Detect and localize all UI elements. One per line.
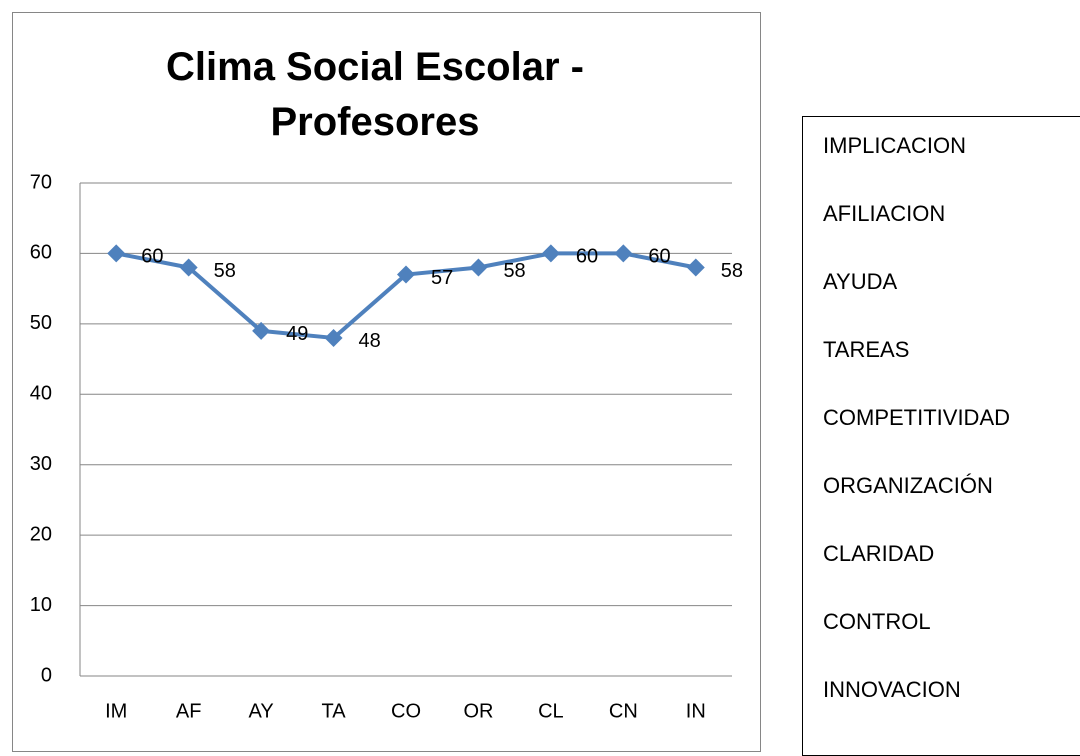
data-label: 49 [286,323,308,345]
data-point [107,244,126,263]
data-point [179,258,198,277]
x-tick-label: IN [686,700,706,722]
x-tick-label: CL [538,700,564,722]
list-item: AYUDA [823,269,898,294]
x-tick-label: AF [176,700,202,722]
list-item: COMPETITIVIDAD [823,405,1011,430]
data-label: 60 [141,246,163,268]
x-tick-label: AY [249,700,274,722]
x-tick-label: OR [463,700,493,722]
data-point [686,258,705,277]
y-tick-label: 30 [30,453,52,475]
page: 0 10 20 30 40 50 60 70 IM AF AY TA CO OR CL CN IN 60 58 49 4… [12,12,1080,756]
list-item: AFILIACION [823,201,946,226]
data-point [252,321,271,340]
side-list: IMPLICACION AFILIACION AYUDA TAREAS COMPETIT… [802,116,1080,756]
y-tick-label: 40 [30,383,52,405]
data-label: 58 [503,260,525,282]
y-tick-label: 70 [30,171,52,193]
list-item: CLARIDAD [823,541,935,566]
y-tick-label: 60 [30,242,52,264]
y-tick-label: 50 [30,312,52,334]
list-item: INNOVACION [823,677,961,702]
data-point [614,244,633,263]
data-point [469,258,488,277]
list-item: TAREAS [823,337,910,362]
y-tick-label: 0 [41,664,52,686]
list-item: CONTROL [823,609,931,634]
x-tick-label: CO [391,700,421,722]
data-point [541,244,560,263]
list-item: ORGANIZACIÓN [823,473,993,498]
data-label: 58 [214,260,236,282]
y-tick-label: 20 [30,523,52,545]
y-tick-label: 10 [30,594,52,616]
data-label: 60 [576,246,598,268]
data-point [324,328,343,347]
x-tick-label: TA [322,700,347,722]
data-label: 60 [648,246,670,268]
data-label: 57 [431,267,453,289]
data-label: 48 [359,330,381,352]
data-label: 58 [721,260,743,282]
data-point [397,265,415,284]
x-tick-label: CN [609,700,638,722]
x-tick-label: IM [105,700,127,722]
chart-title: Clima Social Escolar - Profesores [166,45,584,144]
list-item: IMPLICACION [823,133,967,158]
chart: 0 10 20 30 40 50 60 70 IM AF AY TA CO OR CL CN IN 60 58 49 4… [30,171,743,722]
